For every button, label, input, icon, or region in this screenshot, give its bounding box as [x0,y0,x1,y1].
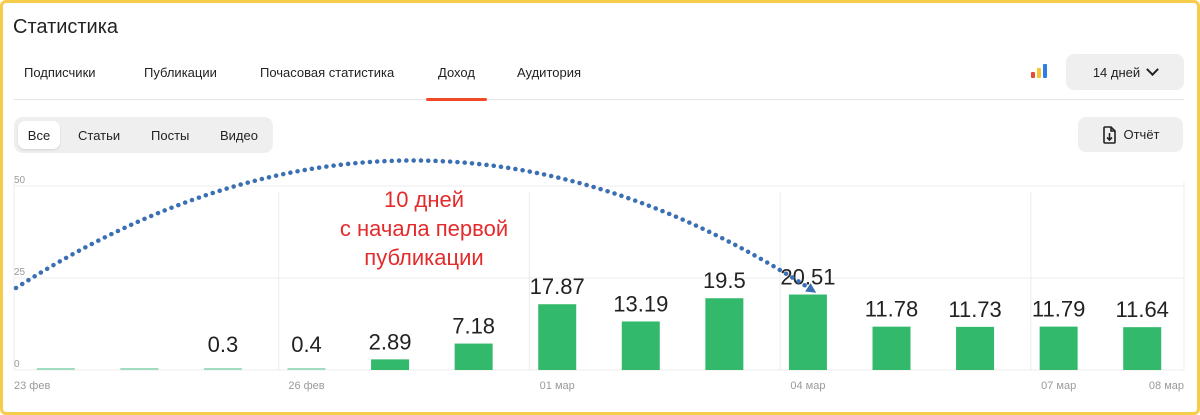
bar-1 [120,368,159,370]
tab-income[interactable]: Доход [426,58,487,101]
x-axis-labels: 23 фев 26 фев 01 мар 04 мар 07 мар 08 мар [14,380,1184,392]
x-tick-label-5: 08 мар [1149,380,1184,392]
y-tick-label-0: 0 [14,359,20,370]
x-tick-label-3: 04 мар [790,380,825,392]
bar-10 [872,326,911,370]
report-button[interactable]: Отчёт [1078,117,1183,152]
annotation-text: 10 дней с начала первой публикации [340,187,508,270]
annotation-arrow [13,158,817,293]
data-label-2: 0.3 [208,332,239,357]
bar-3 [287,368,326,370]
period-dropdown[interactable]: 14 дней [1066,54,1184,90]
report-label: Отчёт [1123,127,1160,142]
annotation-line-1: с начала первой [340,216,508,241]
yandex-bar-logo-icon [1031,64,1047,78]
tab-audience[interactable]: Аудитория [517,65,582,80]
x-tick-label-0: 23 фев [14,380,50,392]
data-label-4: 2.89 [369,329,412,354]
data-label-9: 20.51 [780,265,835,290]
x-tick-label-4: 07 мар [1041,380,1076,392]
data-label-8: 19.5 [703,268,746,293]
bar-11 [956,326,995,370]
bar-5 [454,343,493,370]
content-filter: Все Статьи Посты Видео [14,117,273,153]
data-label-5: 7.18 [452,314,495,339]
data-label-10: 11.78 [865,297,918,322]
tab-bar: Подписчики Публикации Почасовая статисти… [14,58,1184,101]
bar-0 [36,368,75,370]
bar-2 [203,368,242,370]
bar-4 [371,359,410,370]
filter-posts[interactable]: Посты [151,127,190,143]
filter-articles[interactable]: Статьи [78,127,121,143]
bar-9 [788,294,827,370]
bar-6 [538,304,577,370]
y-tick-label-1: 25 [14,267,26,278]
chart-grid [13,182,1185,371]
data-label-3: 0.4 [291,332,322,357]
filter-videos[interactable]: Видео [220,127,258,143]
data-labels: 0.3 0.4 2.89 7.18 17.87 13.19 19.5 20.51 11.78 11… [208,265,1169,357]
annotation-line-2: публикации [364,245,483,270]
data-label-12: 11.79 [1032,297,1085,322]
bar-7 [621,321,660,370]
tab-subscribers[interactable]: Подписчики [24,65,96,80]
x-tick-label-1: 26 фев [288,380,324,392]
annotation-line-0: 10 дней [384,187,464,212]
data-label-6: 17.87 [530,274,585,299]
filter-all[interactable]: Все [18,121,60,149]
report-file-icon [1103,125,1117,144]
bar-12 [1039,326,1078,370]
data-label-7: 13.19 [613,291,668,316]
y-axis-labels: 0 25 50 [14,175,26,370]
chart-bars [36,294,1162,370]
data-label-13: 11.64 [1116,297,1169,322]
x-tick-label-2: 01 мар [540,380,575,392]
tab-hourly-stats[interactable]: Почасовая статистика [260,65,395,80]
period-label: 14 дней [1092,64,1141,80]
data-label-11: 11.73 [948,297,1001,322]
y-tick-label-2: 50 [14,175,26,186]
tab-publications[interactable]: Публикации [144,65,217,80]
bar-8 [705,298,744,370]
bar-13 [1123,327,1162,370]
page-title: Статистика [13,16,119,38]
